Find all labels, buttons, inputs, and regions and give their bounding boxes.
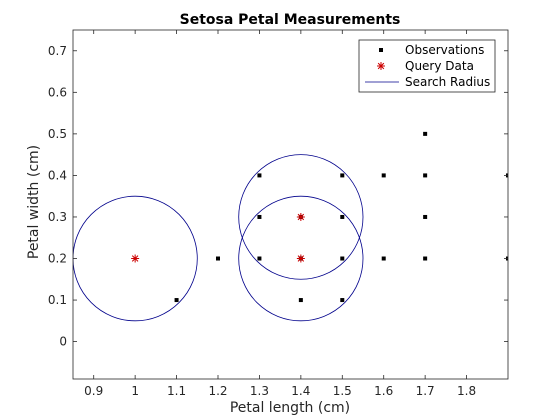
query-point-2	[296, 212, 305, 221]
x-tick-label-7: 1.6	[374, 384, 393, 398]
y-axis-label: Petal width (cm)	[26, 145, 42, 259]
search-radius-circle-2	[238, 154, 364, 280]
observation-point-9	[340, 256, 345, 261]
y-tick-label-5: 0.5	[48, 127, 67, 141]
observation-point-16	[423, 173, 428, 178]
legend-marker-query-data-path	[377, 62, 385, 70]
observation-point-1	[216, 256, 220, 261]
y-tick-label-0: 0	[59, 335, 67, 349]
axes-box	[72, 29, 509, 380]
query-point-0-path	[131, 254, 140, 263]
y-tick-label-2: 0.2	[48, 252, 67, 266]
x-tick-label-4: 1.3	[250, 384, 269, 398]
y-tick-label-1: 0.1	[48, 293, 67, 307]
x-axis-label: Petal length (cm)	[230, 400, 350, 416]
x-tick-label-9: 1.8	[457, 384, 476, 398]
observation-point-12	[381, 256, 386, 261]
observation-point-3	[257, 214, 262, 219]
observation-point-13	[381, 173, 386, 178]
observation-point-17	[423, 131, 428, 136]
x-tick-label-5: 1.4	[291, 384, 310, 398]
x-tick-label-2: 1.1	[167, 384, 186, 398]
legend-marker-observations	[379, 48, 383, 52]
x-tick-label-8: 1.7	[416, 384, 435, 398]
observation-point-15	[423, 214, 428, 219]
y-tick-label-4: 0.4	[48, 168, 67, 182]
legend-label-0: Observations	[405, 43, 484, 57]
observation-point-8	[340, 298, 345, 303]
query-point-1	[296, 254, 305, 263]
x-tick-label-1: 1	[131, 384, 139, 398]
chart-title: Setosa Petal Measurements	[180, 12, 401, 28]
search-radius-circle-1	[238, 195, 364, 322]
query-point-0	[131, 254, 140, 263]
observation-point-14	[423, 256, 428, 261]
observation-point-11	[340, 173, 345, 178]
query-point-2-path	[296, 212, 305, 221]
legend-label-2: Search Radius	[405, 75, 490, 89]
observation-point-5	[298, 298, 303, 303]
legend-marker-query-data	[377, 62, 385, 70]
observation-point-2	[257, 256, 262, 261]
observation-point-10	[340, 214, 345, 219]
marks-group	[73, 131, 508, 322]
x-tick-label-0: 0.9	[84, 384, 103, 398]
legend: Observations Query Data Search Radius	[358, 39, 496, 93]
x-tick-label-6: 1.5	[333, 384, 352, 398]
x-tick-label-3: 1.2	[208, 384, 227, 398]
observation-point-0	[174, 298, 179, 303]
y-tick-label-3: 0.3	[48, 210, 67, 224]
legend-label-1: Query Data	[405, 59, 474, 73]
y-tick-label-6: 0.6	[48, 85, 67, 99]
query-point-1-path	[296, 254, 305, 263]
observation-point-4	[257, 173, 262, 178]
y-tick-label-7: 0.7	[48, 44, 67, 58]
search-radius-circle-0	[73, 195, 198, 322]
